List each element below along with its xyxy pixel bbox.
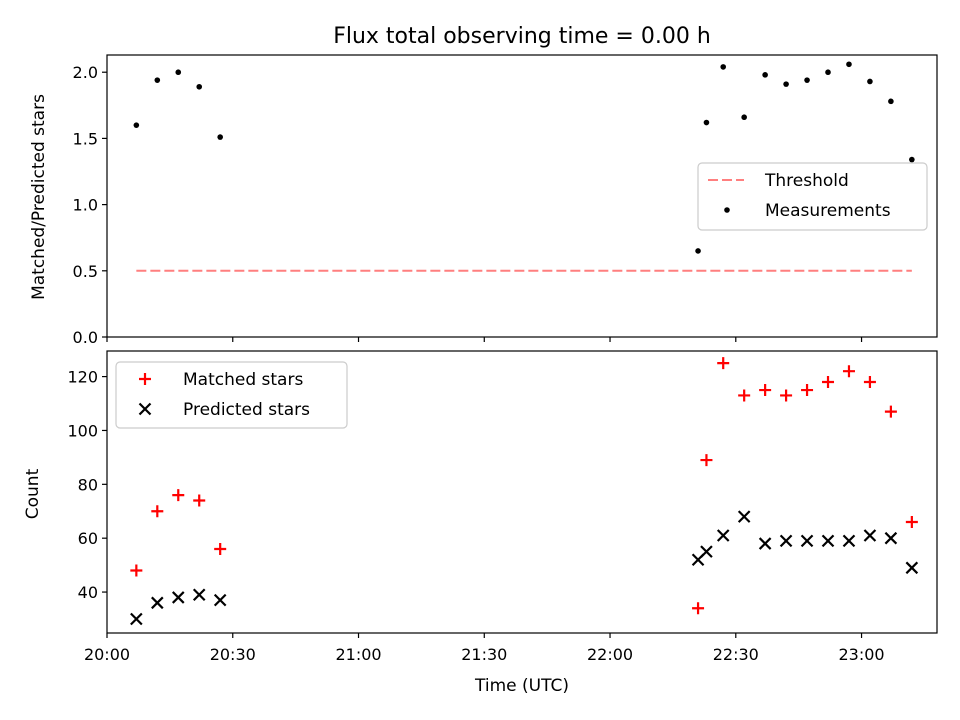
- measurement-point: [695, 248, 701, 254]
- matched-stars-point: [822, 375, 835, 388]
- top-y-axis-label: Matched/Predicted stars: [29, 94, 49, 300]
- measurement-point: [703, 119, 710, 126]
- bottom-x-tick-label: 22:00: [587, 645, 633, 664]
- bottom-x-tick-label: 23:00: [838, 645, 884, 664]
- bottom-y-tick-label: 40: [78, 583, 98, 602]
- bottom-axes-frame: [106, 350, 938, 634]
- top-y-tick-label: 0.0: [73, 328, 98, 347]
- predicted-stars-point: [758, 537, 772, 550]
- matched-stars-point: [801, 384, 814, 397]
- matched-stars-point: [130, 564, 143, 577]
- bottom-x-tick-label: 22:30: [713, 645, 759, 664]
- measurement-point: [846, 61, 852, 68]
- legend-measurements-label: Measurements: [765, 201, 891, 221]
- predicted-stars-point: [192, 588, 206, 602]
- bottom-y-tick-label: 60: [78, 529, 98, 548]
- bottom-y-axis-label: Count: [23, 468, 43, 519]
- measurement-point: [175, 69, 182, 76]
- predicted-stars-point: [130, 612, 143, 626]
- matched-stars-point: [884, 405, 897, 418]
- measurement-point: [909, 156, 915, 163]
- measurement-point: [196, 83, 203, 90]
- top-y-tick-label: 1.0: [73, 196, 98, 215]
- predicted-stars-point: [700, 545, 713, 558]
- x-axis-label: Time (UTC): [474, 676, 569, 696]
- legend-threshold-label: Threshold: [764, 171, 849, 191]
- legend-predicted-label: Predicted stars: [183, 400, 310, 420]
- bottom-y-tick-label: 80: [78, 475, 98, 494]
- predicted-stars-point: [213, 593, 227, 607]
- measurement-point: [825, 69, 831, 76]
- top-plot-area: 0.0 0.5 1.0 1.5 2.0 Threshold Measurements: [73, 54, 938, 347]
- measurement-point: [762, 72, 768, 78]
- bottom-x-tick-label: 20:00: [84, 645, 130, 664]
- matched-stars-point: [172, 489, 185, 502]
- legend-matched-swatch: [139, 373, 151, 385]
- predicted-stars-point: [716, 529, 730, 542]
- matched-stars-point: [700, 454, 713, 467]
- measurement-point: [783, 81, 789, 87]
- matched-stars-point: [193, 494, 206, 507]
- measurement-point: [867, 78, 873, 85]
- matched-stars-point: [863, 375, 876, 388]
- top-chart-title: Flux total observing time = 0.00 h: [333, 24, 711, 49]
- bottom-y-tick-label: 120: [67, 368, 98, 387]
- predicted-stars-point: [821, 534, 835, 548]
- top-axes-frame: [106, 54, 938, 338]
- legend-matched-label: Matched stars: [183, 370, 303, 390]
- predicted-stars-point: [884, 531, 898, 545]
- top-legend-box: [697, 162, 928, 231]
- matched-stars-point: [717, 357, 730, 370]
- top-y-tick-label: 0.5: [73, 262, 98, 281]
- matched-stars-point: [759, 384, 772, 397]
- bottom-x-tick-label: 21:30: [461, 645, 507, 664]
- measurement-point: [741, 114, 747, 121]
- predicted-stars-point: [151, 596, 164, 610]
- measurement-point: [720, 64, 727, 70]
- predicted-stars-point: [737, 510, 751, 523]
- legend-predicted-swatch: [138, 402, 152, 416]
- predicted-stars-point: [863, 529, 877, 542]
- measurement-point: [133, 122, 140, 128]
- predicted-stars-point: [842, 534, 856, 548]
- matched-stars-point: [905, 516, 918, 529]
- bottom-x-tick-label: 20:30: [210, 645, 256, 664]
- matched-stars-point: [842, 365, 855, 378]
- predicted-stars-point: [800, 534, 814, 548]
- legend-measurements-swatch: [724, 207, 730, 213]
- measurement-point: [888, 98, 894, 105]
- measurement-point: [804, 77, 810, 83]
- predicted-stars-point: [779, 534, 793, 548]
- bottom-legend-box: [115, 361, 348, 429]
- measurement-point: [154, 77, 161, 83]
- top-y-tick-label: 2.0: [73, 63, 98, 82]
- bottom-y-tick-label: 100: [67, 421, 98, 440]
- matched-stars-point: [151, 505, 164, 518]
- predicted-stars-point: [171, 591, 185, 604]
- matched-stars-point: [738, 389, 751, 402]
- matched-stars-point: [692, 602, 705, 615]
- top-y-tick-label: 1.5: [73, 129, 98, 148]
- measurement-point: [217, 134, 223, 140]
- bottom-plot-area: 40 60 80 100 120 20:00 20:30 21:00 21:30 22:00 22:…: [67, 350, 938, 664]
- predicted-stars-point: [905, 561, 919, 575]
- bottom-x-tick-label: 21:00: [335, 645, 381, 664]
- matched-stars-point: [214, 542, 227, 555]
- matched-stars-point: [780, 389, 793, 402]
